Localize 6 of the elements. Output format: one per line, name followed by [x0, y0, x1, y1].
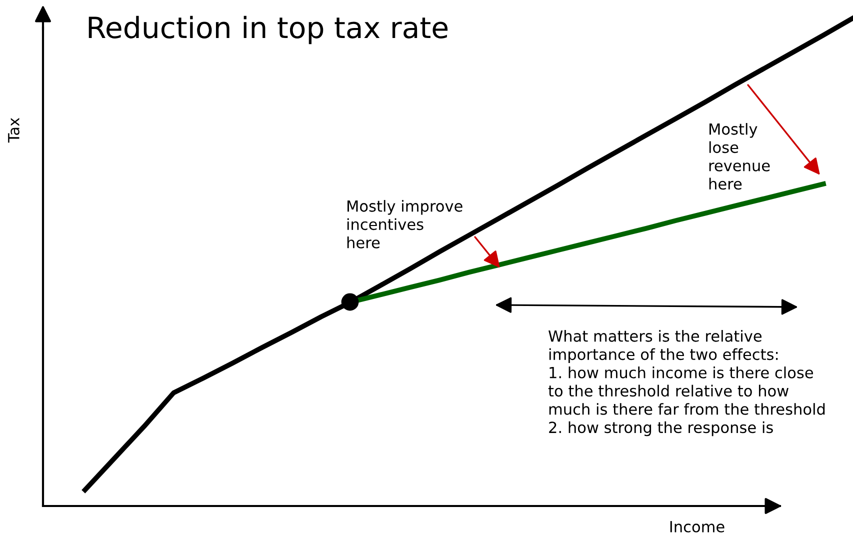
annotation: What matters is the relative importance of the two effects: 1. how much income is there close to the threshold relative to how much is there far from the threshold 2. how strong the response is — [548, 330, 825, 436]
y-axis-title: Tax — [8, 118, 20, 143]
chart-title: Reduction in top tax rate — [88, 16, 448, 44]
annotation: Mostly lose revenue here — [709, 123, 770, 190]
x-axis-title: Income — [670, 521, 724, 532]
annotation: Mostly improve incentives here — [347, 200, 462, 248]
